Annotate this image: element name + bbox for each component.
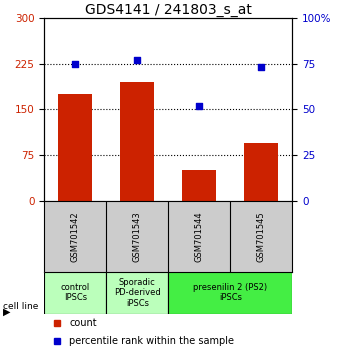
Bar (106, 272, 168, 314)
Point (135, 57, 140, 63)
Text: ▶: ▶ (3, 307, 11, 316)
Point (72, 61, 78, 66)
Text: control
IPSCs: control IPSCs (61, 283, 90, 302)
Text: GSM701543: GSM701543 (133, 211, 142, 262)
Text: GSM701542: GSM701542 (71, 211, 80, 262)
Text: percentile rank within the sample: percentile rank within the sample (69, 336, 234, 346)
Point (259, 64, 264, 70)
Text: cell line: cell line (3, 302, 39, 311)
Bar (120, 82, 154, 201)
Text: count: count (69, 318, 97, 328)
Text: Sporadic
PD-derived
iPSCs: Sporadic PD-derived iPSCs (114, 278, 160, 308)
Point (197, 103, 202, 109)
Title: GDS4141 / 241803_s_at: GDS4141 / 241803_s_at (85, 3, 252, 17)
Text: GSM701545: GSM701545 (257, 211, 266, 262)
Bar (168, 272, 292, 314)
Bar (58, 94, 92, 201)
Text: GSM701544: GSM701544 (195, 211, 204, 262)
Text: presenilin 2 (PS2)
iPSCs: presenilin 2 (PS2) iPSCs (193, 283, 268, 302)
Bar (244, 143, 278, 201)
Bar (182, 170, 216, 201)
Bar (44, 272, 106, 314)
